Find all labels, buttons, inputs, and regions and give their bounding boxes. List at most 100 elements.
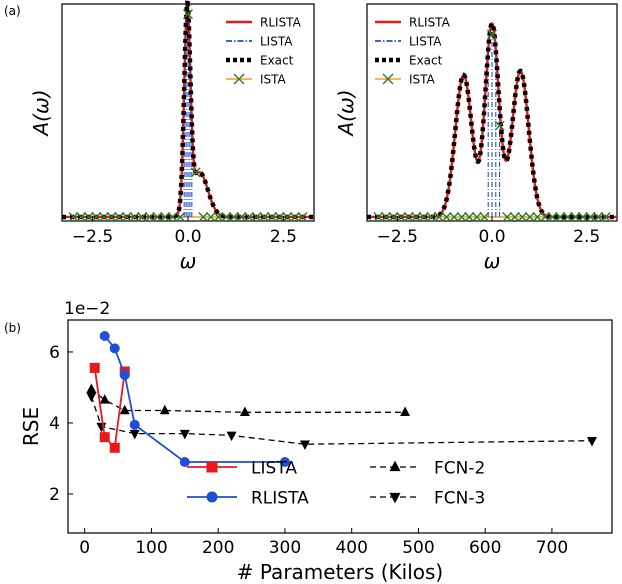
ista-point [251, 211, 262, 222]
ista-point [121, 211, 132, 222]
x-tick-label: 700 [536, 538, 568, 558]
ista-point [479, 211, 490, 222]
rse-vs-parameters-plot: 0 100 200 300 400 500 600 700 2 4 6 1e−2 # Parameter… [19, 299, 613, 584]
ista-point [213, 211, 224, 222]
legend-label: RLISTA [409, 16, 451, 30]
data-point-fcn-3 [226, 431, 237, 442]
ista-point [83, 211, 94, 222]
legend-label: RLISTA [251, 489, 309, 509]
data-point-rlista [109, 343, 120, 354]
data-point-fcn-3 [129, 429, 140, 440]
ista-point [562, 211, 573, 222]
panel-label-b: (b) [4, 321, 21, 335]
spectral-plot-left: −2.5 0.0 2.5 ω A(ω) RLISTA LISTA Exact ISTA [29, 0, 315, 273]
x-tick-label: 600 [469, 538, 501, 558]
data-point-fcn-3 [86, 392, 97, 403]
legend-label: FCN-3 [434, 489, 485, 509]
legend-marker-fcn-2 [389, 460, 401, 472]
ista-point [244, 211, 255, 222]
ista-point [297, 211, 308, 222]
ista-point [175, 211, 186, 222]
data-point-fcn-3 [179, 429, 190, 440]
data-point-fcn-2 [86, 383, 97, 393]
panel-label-a: (a) [4, 4, 21, 18]
y-axis-label: A(ω) [334, 89, 358, 137]
legend-label: RLISTA [260, 16, 302, 30]
ista-point [221, 211, 232, 222]
series-line-lista [93, 367, 126, 450]
data-point-lista [89, 362, 100, 373]
x-tick-label: 0.0 [174, 227, 201, 247]
legend-marker-rlista [206, 491, 218, 503]
ista-point [464, 211, 475, 222]
ista-point [160, 211, 171, 222]
x-tick-label: 2.5 [270, 227, 297, 247]
y-axis-label: A(ω) [29, 89, 53, 137]
ista-point [205, 211, 216, 222]
data-point-lista [99, 432, 110, 443]
ista-point [593, 211, 604, 222]
x-axis-label: # Parameters (Kilos) [237, 560, 443, 584]
ista-point [144, 211, 155, 222]
data-point-fcn-2 [400, 406, 411, 417]
series-line-fcn-2 [90, 388, 406, 413]
ista-point [259, 211, 270, 222]
x-axis-label: ω [180, 249, 197, 273]
legend-label: LISTA [251, 459, 297, 479]
legend-marker-fcn-3 [389, 492, 401, 504]
data-point-fcn-2 [119, 404, 130, 415]
axes-frame [67, 319, 613, 534]
ista-point [532, 211, 543, 222]
ista-point [167, 211, 178, 222]
x-tick-label: 0.0 [478, 227, 505, 247]
data-point-fcn-2 [99, 394, 110, 404]
legend-label: FCN-2 [434, 459, 485, 479]
legend-label: Exact [260, 54, 294, 68]
series-line-rlista [104, 335, 285, 463]
x-tick-label: 2.5 [573, 227, 600, 247]
ista-point [152, 211, 163, 222]
ista-point [449, 211, 460, 222]
ista-point [274, 211, 285, 222]
ista-point [411, 211, 422, 222]
ista-point [198, 211, 209, 222]
ista-point [137, 211, 148, 222]
y-tick-label: 2 [49, 485, 60, 505]
ista-point [418, 211, 429, 222]
ista-point [388, 211, 399, 222]
ista-point [228, 211, 239, 222]
ista-point [570, 211, 581, 222]
data-point-rlista [279, 457, 290, 467]
ista-point [236, 211, 247, 222]
legend-swatch-ista-marker [382, 73, 394, 85]
ista-point [547, 211, 558, 222]
ista-point [289, 211, 300, 222]
ista-point [494, 120, 505, 131]
y-offset-text: 1e−2 [64, 299, 110, 319]
data-point-rlista [99, 330, 110, 341]
x-tick-label: 200 [202, 538, 234, 558]
y-axis-label: RSE [19, 407, 43, 446]
x-tick-label: 100 [135, 538, 167, 558]
ista-point [517, 211, 528, 222]
x-tick-label: 0 [79, 538, 90, 558]
data-point-fcn-3 [299, 440, 310, 450]
legend-label: LISTA [260, 35, 293, 49]
ista-point [509, 211, 520, 222]
ista-point [487, 29, 497, 40]
ista-point [540, 211, 551, 222]
ista-point [433, 211, 444, 222]
ista-point [396, 211, 407, 222]
x-tick-label: −2.5 [72, 227, 113, 247]
ista-point [99, 211, 109, 222]
data-point-fcn-2 [239, 406, 250, 417]
legend-label: ISTA [409, 73, 436, 87]
ista-point [502, 211, 513, 222]
data-point-rlista [129, 419, 140, 430]
x-tick-label: −2.5 [377, 227, 418, 247]
ista-point [403, 211, 414, 222]
ista-point [114, 211, 125, 222]
ista-point [106, 211, 117, 222]
y-tick-label: 6 [49, 343, 60, 363]
